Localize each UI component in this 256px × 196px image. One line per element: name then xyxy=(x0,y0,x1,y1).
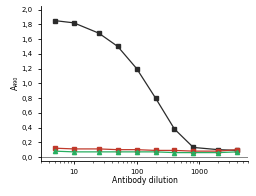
X-axis label: Antibody dilution: Antibody dilution xyxy=(112,176,178,185)
Y-axis label: A₄₉₀: A₄₉₀ xyxy=(11,76,20,91)
